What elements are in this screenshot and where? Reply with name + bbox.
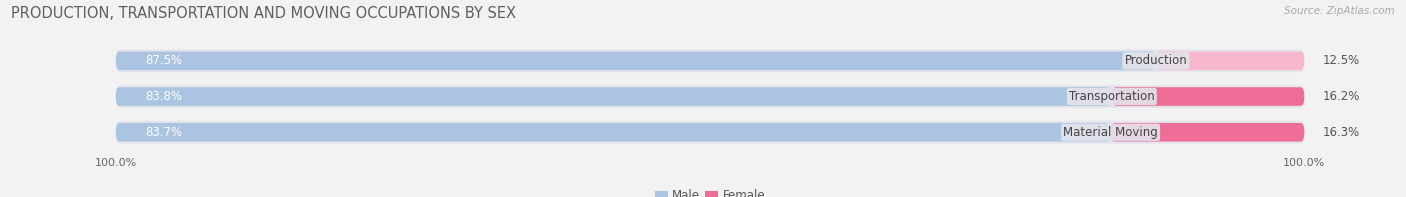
FancyBboxPatch shape <box>1112 87 1305 106</box>
Text: Source: ZipAtlas.com: Source: ZipAtlas.com <box>1284 6 1395 16</box>
FancyBboxPatch shape <box>115 121 1305 144</box>
FancyBboxPatch shape <box>115 87 1112 106</box>
FancyBboxPatch shape <box>115 52 1156 70</box>
Text: Material Moving: Material Moving <box>1063 126 1159 139</box>
FancyBboxPatch shape <box>115 49 1305 72</box>
FancyBboxPatch shape <box>115 123 1111 141</box>
Text: Production: Production <box>1125 54 1187 67</box>
Text: 83.8%: 83.8% <box>145 90 183 103</box>
Text: Transportation: Transportation <box>1069 90 1154 103</box>
Text: PRODUCTION, TRANSPORTATION AND MOVING OCCUPATIONS BY SEX: PRODUCTION, TRANSPORTATION AND MOVING OC… <box>11 6 516 21</box>
Text: 83.7%: 83.7% <box>145 126 183 139</box>
Text: 12.5%: 12.5% <box>1322 54 1360 67</box>
Legend: Male, Female: Male, Female <box>650 185 770 197</box>
FancyBboxPatch shape <box>115 85 1305 108</box>
Text: 16.2%: 16.2% <box>1322 90 1360 103</box>
Text: 87.5%: 87.5% <box>145 54 183 67</box>
FancyBboxPatch shape <box>1156 52 1305 70</box>
Text: 16.3%: 16.3% <box>1322 126 1360 139</box>
FancyBboxPatch shape <box>1111 123 1305 141</box>
